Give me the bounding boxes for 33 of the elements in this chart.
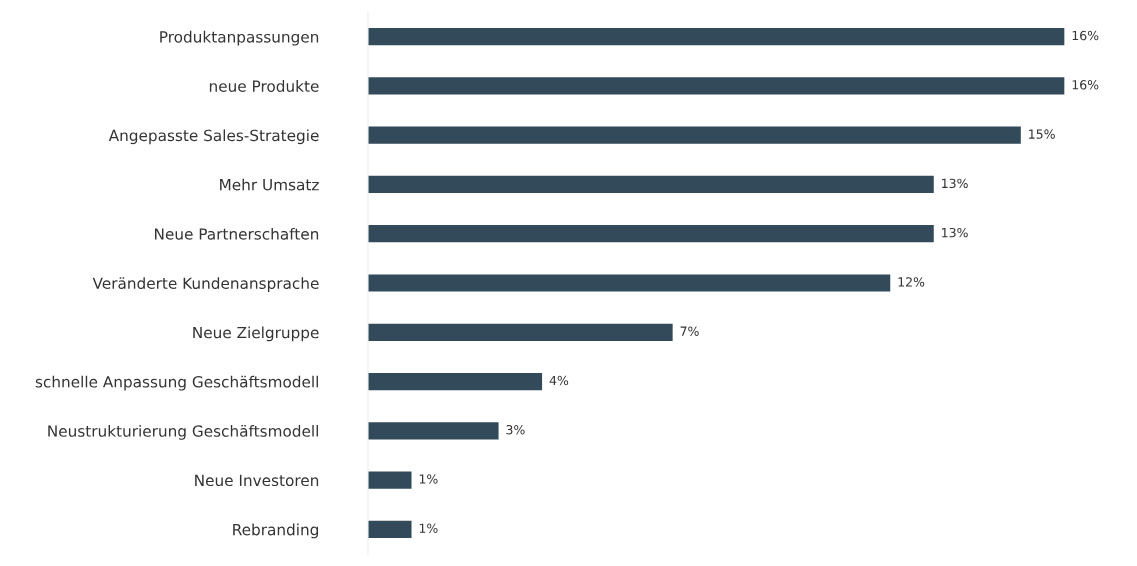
data-label: 16% <box>1072 30 1099 41</box>
bar <box>368 422 499 440</box>
data-label: 12% <box>898 277 925 287</box>
bar <box>368 274 891 292</box>
data-label: 3% <box>506 424 525 435</box>
bar <box>368 28 1065 46</box>
data-label: 1% <box>419 523 438 533</box>
bar <box>368 225 934 243</box>
data-label: 13% <box>942 227 968 238</box>
data-label: 4% <box>549 375 569 386</box>
bar <box>368 372 543 391</box>
y-tick-label: Angepasste Sales-Strategie <box>108 129 319 145</box>
y-tick-label: Neue Partnerschaften <box>155 227 319 240</box>
bar <box>368 323 673 341</box>
data-label: 13% <box>942 178 968 189</box>
bar <box>368 77 1065 95</box>
y-tick-label: Produktanpassungen <box>160 30 319 46</box>
data-label: 15% <box>1029 129 1055 139</box>
y-tick-label: Neustrukturierung Geschäftsmodell <box>48 425 318 440</box>
bar <box>368 520 412 538</box>
y-tick-label: neue Produkte <box>209 80 319 92</box>
y-tick-label: schnelle Anpassung Geschäftsmodell <box>35 375 318 391</box>
data-label: 1% <box>419 474 438 484</box>
data-label: 7% <box>680 326 699 336</box>
y-tick-label: Neue Investoren <box>195 474 319 487</box>
y-tick-label: Veränderte Kundenansprache <box>92 277 319 292</box>
bar <box>368 126 1021 144</box>
bar <box>368 175 934 194</box>
y-tick-label: Rebranding <box>233 523 318 539</box>
y-tick-label: Mehr Umsatz <box>220 178 319 191</box>
bar <box>368 471 412 489</box>
data-label: 16% <box>1072 80 1099 90</box>
y-tick-label: Neue Zielgruppe <box>193 326 319 342</box>
